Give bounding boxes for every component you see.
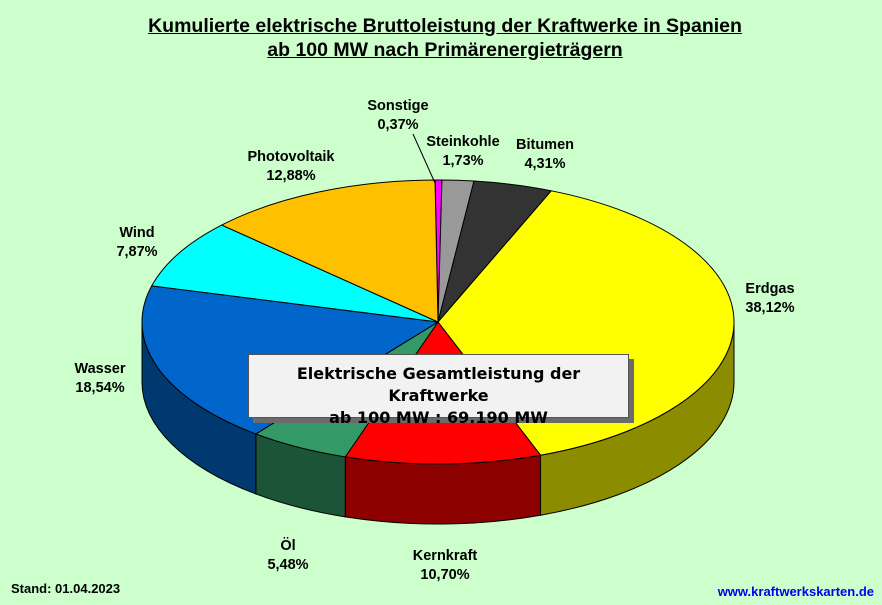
pie-sides xyxy=(141,321,735,525)
label-value-kernkraft: 10,70% xyxy=(420,567,469,583)
label-value-photovoltaik: 12,88% xyxy=(266,168,315,184)
label-value-wind: 7,87% xyxy=(116,244,157,260)
website-link[interactable]: www.kraftwerkskarten.de xyxy=(717,584,874,599)
label-value-oel: 5,48% xyxy=(267,557,308,573)
label-name-wasser: Wasser xyxy=(74,361,125,377)
title-line-2: ab 100 MW nach Primärenergieträgern xyxy=(267,39,623,61)
label-value-steinkohle: 1,73% xyxy=(442,153,483,169)
label-name-bitumen: Bitumen xyxy=(516,137,574,153)
total-capacity-line-2: ab 100 MW : 69.190 MW xyxy=(329,408,548,427)
label-value-wasser: 18,54% xyxy=(75,380,124,396)
label-name-photovoltaik: Photovoltaik xyxy=(247,149,335,165)
date-stamp: Stand: 01.04.2023 xyxy=(11,581,121,596)
label-name-erdgas: Erdgas xyxy=(745,281,794,297)
label-name-wind: Wind xyxy=(119,225,154,241)
label-name-kernkraft: Kernkraft xyxy=(413,548,478,564)
slice-wind xyxy=(150,224,439,323)
label-name-steinkohle: Steinkohle xyxy=(426,134,499,150)
label-value-sonstige: 0,37% xyxy=(377,117,418,133)
chart-title: Kumulierte elektrische Bruttoleistung de… xyxy=(0,14,882,62)
slice-photovoltaik xyxy=(220,179,439,323)
pie-labels: Sonstige 0,37% Steinkohle 1,73% Bitumen 4,31%… xyxy=(74,98,794,583)
label-value-erdgas: 38,12% xyxy=(745,300,794,316)
label-value-bitumen: 4,31% xyxy=(524,156,565,172)
title-line-1: Kumulierte elektrische Bruttoleistung de… xyxy=(148,15,742,37)
total-capacity-line-1: Elektrische Gesamtleistung der Kraftwerk… xyxy=(296,364,581,405)
pie-rim xyxy=(141,322,735,382)
leader-line-sonstige xyxy=(412,133,436,184)
total-capacity-box: Elektrische Gesamtleistung der Kraftwerk… xyxy=(248,354,629,427)
label-name-sonstige: Sonstige xyxy=(367,98,428,114)
label-name-oel: Öl xyxy=(280,537,295,554)
slice-side-kernkraft xyxy=(344,454,542,525)
